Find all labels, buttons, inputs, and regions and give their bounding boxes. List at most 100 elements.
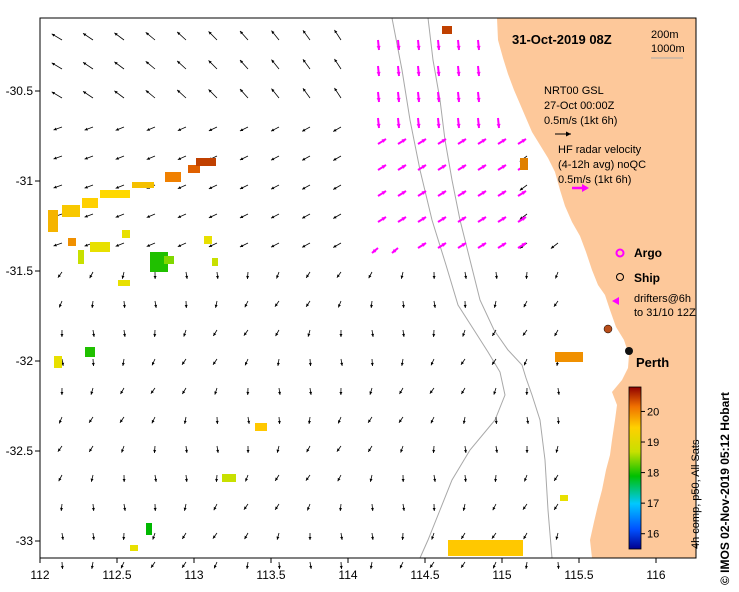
current-arrow-head	[153, 449, 157, 453]
current-arrow-head	[208, 31, 212, 35]
current-arrow-head	[121, 449, 125, 453]
current-arrow-head	[122, 304, 126, 308]
sst-patch	[62, 205, 80, 217]
colorbar-ticks: 16 17 18 19 20	[641, 406, 659, 541]
lat-tick-label: -32	[16, 354, 34, 368]
current-arrow-head	[436, 123, 441, 128]
current-arrow-head	[370, 507, 374, 511]
current-arrow-head	[524, 565, 528, 569]
current-arrow-head	[183, 420, 187, 424]
sst-patch	[165, 172, 181, 182]
sst-patch	[255, 423, 267, 431]
current-arrow-head	[274, 303, 278, 307]
current-arrow-head	[177, 215, 182, 218]
current-arrow-head	[441, 191, 446, 195]
current-arrow-head	[464, 275, 468, 279]
current-arrow-head	[302, 215, 306, 219]
current-arrow-head	[400, 449, 404, 453]
current-arrow-head	[441, 217, 446, 221]
current-arrow-head	[215, 275, 219, 279]
current-arrow-head	[208, 186, 213, 189]
current-arrow-head	[463, 304, 467, 308]
current-arrow-head	[462, 507, 466, 511]
current-arrow-head	[399, 390, 403, 395]
current-arrow-head	[276, 449, 280, 453]
current-arrow-head	[493, 565, 496, 569]
current-arrow-head	[555, 449, 559, 453]
current-arrow-head	[153, 333, 157, 337]
current-arrow-head	[396, 71, 401, 76]
current-arrow-head	[334, 58, 338, 63]
current-arrow-head	[308, 362, 312, 366]
nrt-legend-line1: NRT00 GSL	[544, 85, 604, 97]
current-arrow-head	[338, 420, 341, 424]
current-arrow-head	[246, 449, 250, 453]
current-arrow-head	[550, 245, 555, 249]
isobath-1000m	[391, 18, 506, 558]
current-arrow-head	[369, 565, 373, 569]
current-arrow-head	[145, 32, 150, 36]
current-arrow-head	[51, 91, 56, 95]
sst-patch	[54, 356, 62, 368]
lat-tick-label: -31	[16, 174, 34, 188]
current-arrow-head	[436, 45, 441, 50]
colorbar-label: 4h comp, p50, All Sats	[690, 439, 702, 549]
current-arrow-head	[122, 536, 126, 540]
lon-tick-label: 115.5	[564, 568, 593, 582]
current-arrow-head	[461, 390, 465, 395]
current-arrow-head	[275, 477, 279, 481]
current-arrow-head	[302, 157, 306, 161]
drifter-marker-icon	[612, 297, 619, 305]
current-arrow-head	[501, 191, 506, 195]
current-arrows	[51, 29, 561, 570]
lon-tick-label: 114.5	[410, 568, 439, 582]
current-arrow-head	[214, 391, 218, 395]
current-arrow-head	[115, 214, 119, 218]
isobath-200m	[427, 18, 553, 558]
current-arrow-head	[553, 303, 557, 307]
current-arrow-head	[495, 449, 499, 453]
current-arrow-head	[53, 185, 57, 189]
current-arrow-head	[462, 420, 466, 424]
current-arrow-head	[421, 217, 426, 221]
current-arrow-head	[337, 477, 341, 482]
current-arrow-head	[302, 59, 306, 63]
current-arrow-head	[275, 332, 279, 337]
current-arrow-head	[501, 217, 506, 221]
current-arrow-head	[461, 217, 466, 221]
current-arrow-head	[441, 165, 446, 169]
current-arrow-head	[431, 536, 435, 540]
current-arrow-head	[491, 535, 495, 539]
current-arrow-head	[83, 33, 87, 37]
current-arrow-head	[371, 536, 375, 540]
current-arrow-head	[119, 419, 123, 423]
current-arrow-head	[89, 448, 93, 452]
current-arrow-head	[460, 361, 464, 365]
current-arrow-head	[84, 243, 88, 247]
current-arrow-head	[246, 391, 250, 395]
lon-tick-label: 113	[184, 568, 203, 582]
sst-patch	[164, 256, 174, 264]
sst-patch	[85, 347, 95, 357]
current-arrow-head	[524, 362, 527, 366]
current-arrow-head	[145, 90, 150, 94]
current-arrow-head	[184, 304, 188, 308]
current-arrow-head	[208, 60, 212, 64]
current-arrow-head	[60, 391, 64, 395]
colorbar-tick-label: 20	[647, 406, 659, 418]
colorbar-tick-label: 19	[647, 437, 659, 449]
map-title: 31-Oct-2019 08Z	[512, 32, 612, 47]
current-arrow-head	[213, 332, 217, 336]
current-arrow-head	[463, 478, 467, 482]
sst-patch	[48, 210, 58, 232]
current-arrow-head	[90, 391, 94, 395]
station-marker	[603, 324, 613, 334]
current-arrow-head	[51, 62, 56, 66]
current-arrow-head	[372, 248, 377, 253]
current-arrow-head	[441, 243, 446, 247]
current-arrow-head	[89, 419, 93, 423]
current-arrow-head	[339, 507, 343, 511]
current-arrow-head	[146, 243, 151, 247]
current-arrow-head	[84, 214, 88, 218]
current-arrow-head	[334, 87, 338, 92]
